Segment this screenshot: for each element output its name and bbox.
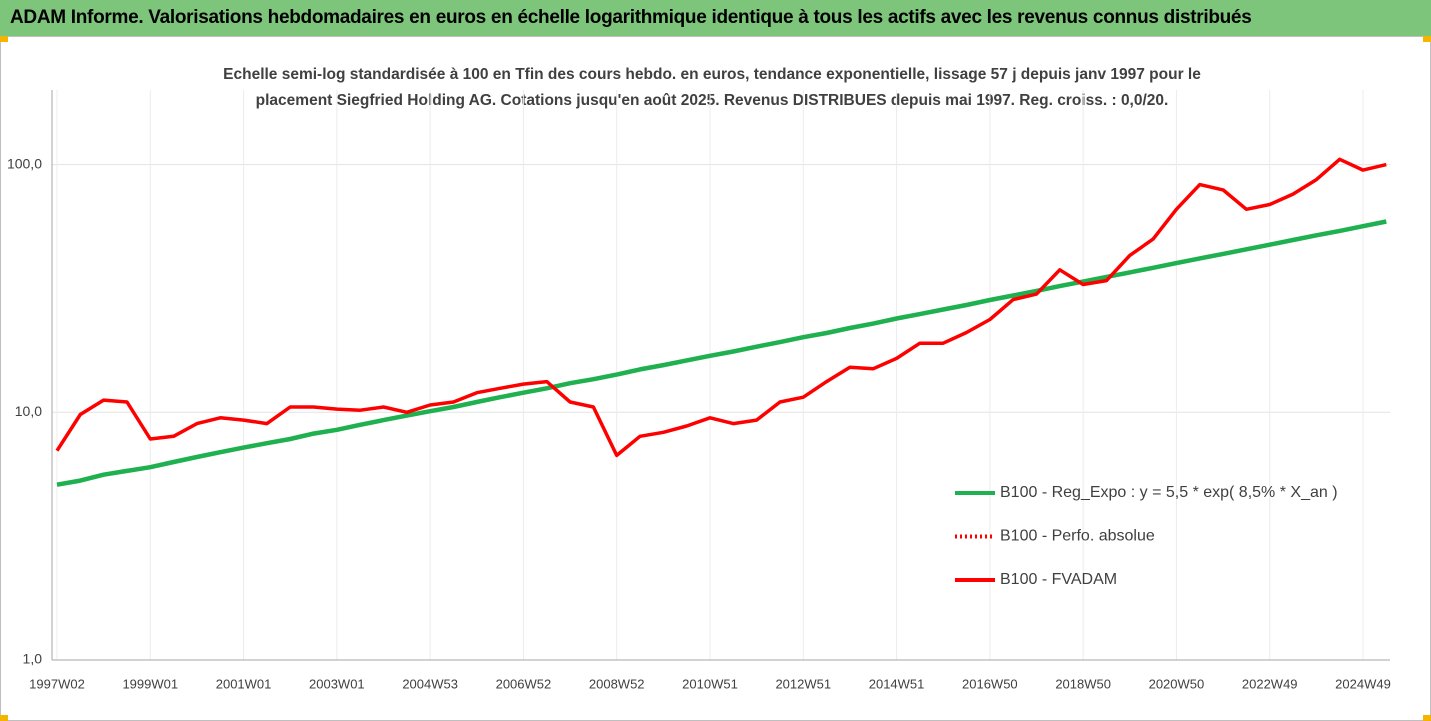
corner	[0, 36, 8, 42]
x-tick-label: 2024W49	[1335, 676, 1391, 691]
x-tick-label: 2001W01	[216, 676, 272, 691]
x-tick-label: 2016W50	[962, 676, 1018, 691]
x-tick-label: 2014W51	[869, 676, 925, 691]
header: ADAM Informe. Valorisations hebdomadaire…	[0, 0, 1431, 36]
x-tick-label: 1999W01	[122, 676, 178, 691]
chart-border	[0, 36, 1431, 721]
x-tick-label: 2003W01	[309, 676, 365, 691]
x-tick-label: 2008W52	[589, 676, 645, 691]
x-tick-label: 2020W50	[1149, 676, 1205, 691]
x-tick-label: 2018W50	[1055, 676, 1111, 691]
subtitle: placement Siegfried Holding AG. Cotation…	[256, 92, 1169, 109]
x-tick-label: 2004W53	[402, 676, 458, 691]
x-tick-label: 2006W52	[496, 676, 552, 691]
y-tick-label: 1,0	[23, 651, 43, 667]
series-line	[55, 157, 1387, 458]
x-tick-label: 2022W49	[1242, 676, 1298, 691]
x-tick-label: 1997W02	[29, 676, 85, 691]
legend-label: B100 - Reg_Expo : y = 5,5 * exp( 8,5% * …	[1000, 484, 1338, 501]
corner	[1423, 36, 1431, 42]
legend-label: B100 - FVADAM	[1000, 571, 1117, 588]
subtitle: Echelle semi-log standardisée à 100 en T…	[223, 66, 1201, 83]
x-tick-label: 2012W51	[775, 676, 831, 691]
legend-label: B100 - Perfo. absolue	[1000, 528, 1155, 545]
header-title: ADAM Informe. Valorisations hebdomadaire…	[10, 7, 1252, 28]
corner	[0, 715, 8, 721]
series-line	[56, 219, 1387, 487]
y-tick-label: 100,0	[7, 155, 42, 171]
y-tick-label: 10,0	[15, 403, 42, 419]
corner	[1423, 715, 1431, 721]
x-tick-label: 2010W51	[682, 676, 738, 691]
